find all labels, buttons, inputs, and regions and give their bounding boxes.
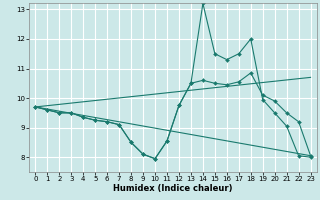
X-axis label: Humidex (Indice chaleur): Humidex (Indice chaleur) <box>113 184 233 193</box>
